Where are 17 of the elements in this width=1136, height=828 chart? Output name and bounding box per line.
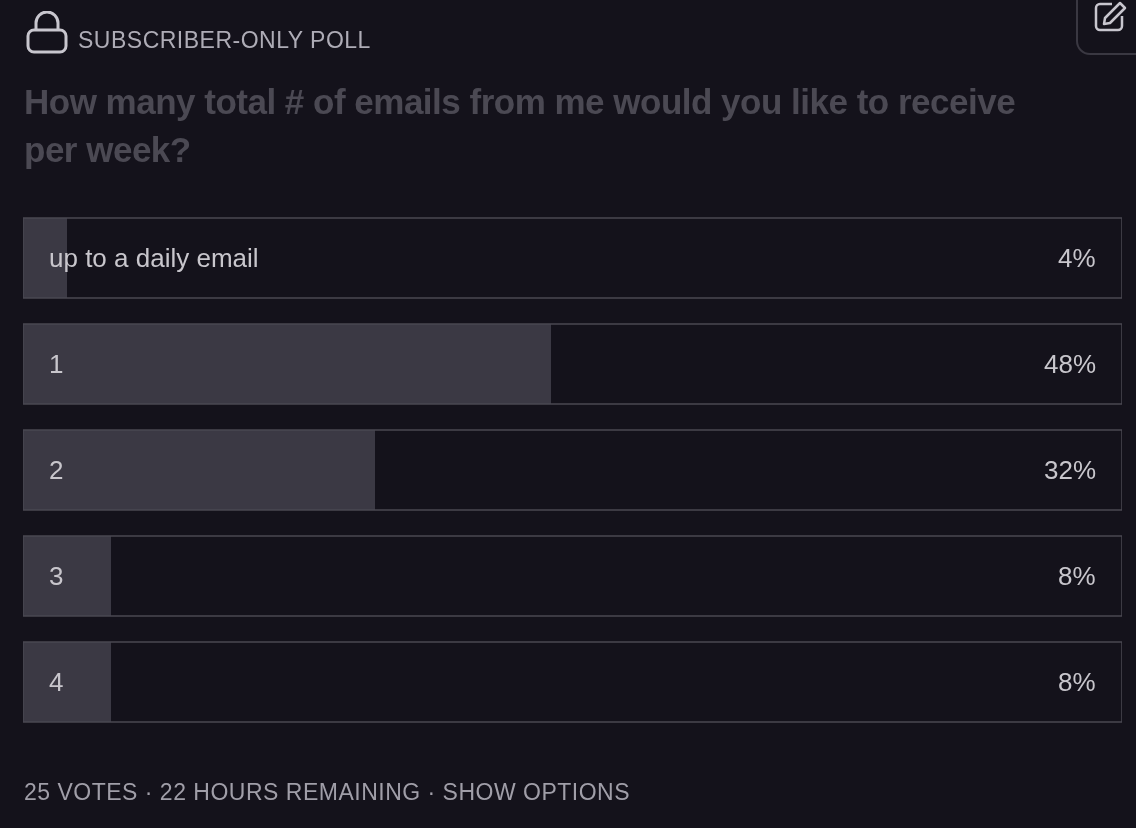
- data-label: 8%: [1058, 561, 1096, 591]
- y-tick-label: 4: [49, 667, 64, 697]
- y-tick-label: 2: [49, 455, 64, 485]
- text: 25 VOTES · 22 HOURS REMAINING · SHOW OPTIONS: [24, 779, 631, 806]
- data-label: 32%: [1044, 455, 1097, 485]
- bar: [23, 429, 375, 511]
- data-label: 8%: [1058, 667, 1096, 697]
- data-label: 4%: [1058, 243, 1096, 273]
- y-tick-label: 1: [49, 349, 64, 379]
- data-label: 48%: [1044, 349, 1097, 379]
- bar: [23, 535, 111, 617]
- chart-title: How many total # of emails from me would you like to receive per week?: [24, 81, 1017, 171]
- bar: [23, 641, 111, 723]
- y-tick-label: up to a daily email: [49, 243, 259, 273]
- chart-subtitle: SUBSCRIBER-ONLY POLL: [78, 27, 371, 54]
- y-tick-label: 3: [49, 561, 64, 591]
- bar: [23, 323, 551, 405]
